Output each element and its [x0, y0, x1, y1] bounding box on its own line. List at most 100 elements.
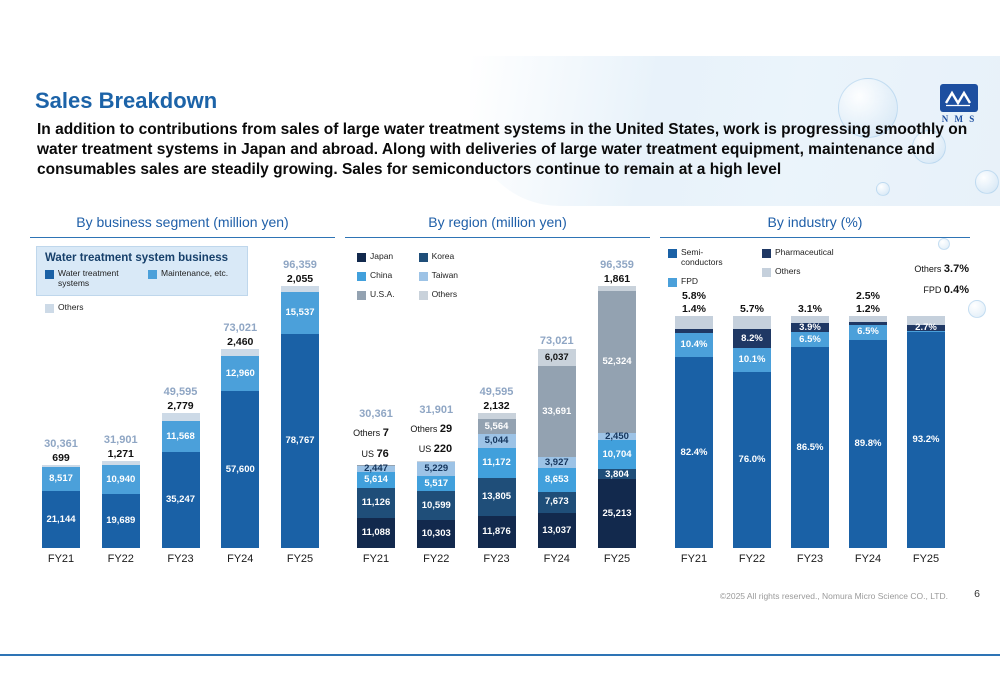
annotation-value: 7	[382, 426, 389, 439]
bar-segment-value: 6.5%	[857, 326, 879, 338]
bar-stack: 10,303 10,599 5,517 5,229	[417, 461, 456, 548]
annotation-label: FPD	[923, 285, 944, 296]
bar-segment: 19,689	[101, 494, 140, 548]
bar-column: 31,901 1,271 19,689 10,940 FY22	[101, 434, 140, 565]
legend-swatch-icon	[45, 303, 54, 313]
water-drop-decoration	[968, 300, 986, 318]
legend-swatch-icon	[148, 270, 157, 279]
bar-total-label: 30,361	[44, 438, 78, 451]
bar-segment: 78,767	[281, 333, 319, 548]
bar-column: 3.1% 86.5% 6.5% 3.9% FY23	[791, 303, 829, 565]
bar-stack: 76.0% 10.1% 8.2%	[733, 316, 771, 548]
bar-segment: 13,805	[477, 478, 516, 516]
bar-segment	[477, 413, 516, 419]
water-drop-decoration	[938, 238, 950, 250]
bar-segment: 5,229	[417, 461, 456, 477]
x-axis-label: FY25	[603, 553, 631, 565]
water-drop-decoration	[975, 170, 999, 194]
page-title: Sales Breakdown	[35, 88, 218, 113]
x-axis-label: FY23	[167, 553, 194, 565]
annotation-value: 76	[376, 447, 389, 460]
bar-segment-value: 1.4%	[682, 302, 706, 315]
bar-segment-value: 2,460	[227, 336, 254, 349]
bar-segment: 11,876	[477, 515, 516, 548]
bar-segment: 52,324	[598, 291, 636, 434]
bar-segment-value: 13,805	[481, 491, 512, 503]
bar-column: 93.2% 2.7% FY25	[907, 316, 945, 565]
bar-segment: 10,704	[598, 439, 636, 470]
bar-segment: 13,037	[537, 512, 576, 548]
bar-column: 31,901 Others 29 US 220 10,303 10,599 5,517 5,…	[410, 404, 456, 565]
bar-segment-value: 11,088	[361, 527, 391, 539]
bar-segment: 5,044	[477, 434, 516, 448]
bar-segment: 5,564	[477, 418, 516, 435]
bar-segment-value: 699	[52, 452, 70, 465]
bar-segment	[598, 285, 636, 291]
bar-segment-value: 10.1%	[738, 354, 766, 366]
water-drop-decoration	[912, 130, 946, 164]
bar-segment-value: 5.7%	[740, 302, 764, 315]
chart-by-business-segment: By business segment (million yen) Water …	[30, 210, 335, 578]
legend-swatch-icon	[418, 291, 428, 300]
legend-swatch-icon	[668, 277, 677, 287]
bar-segment-value: 78,767	[285, 435, 315, 447]
water-splash-decoration	[470, 56, 1000, 206]
bar-total-label: 96,359	[283, 258, 317, 271]
bar-segment-value: 11,568	[166, 430, 195, 442]
legend-label: Others	[775, 266, 801, 276]
bar-stack: 89.8% 6.5%	[849, 316, 887, 548]
legend-label: FPD	[681, 275, 698, 286]
bar-segment-value: 82.4%	[680, 446, 708, 458]
annotation-value: 3.7%	[943, 263, 969, 276]
bar-segment-value: 15,537	[285, 306, 315, 318]
bar-segment	[791, 316, 829, 324]
x-axis-label: FY22	[738, 553, 766, 565]
legend-item: FPD	[668, 275, 738, 287]
x-axis-label: FY24	[854, 553, 882, 565]
bar-segment: 6.5%	[849, 324, 887, 340]
company-logo: N M S	[934, 84, 984, 124]
legend-item: Taiwan	[418, 270, 458, 281]
bar-segment: 5,614	[357, 472, 395, 488]
legend-item: Japan	[357, 251, 395, 262]
bar-segment	[907, 316, 945, 325]
bar-segment: 93.2%	[907, 331, 945, 548]
bar-segment-value: 1.2%	[856, 302, 880, 315]
bar-segment: 89.8%	[849, 339, 887, 548]
bar-segment-value: 2,132	[483, 400, 510, 413]
legend-item: Pharmaceutical	[762, 247, 834, 258]
chart-legend: Water treatment system business Water tre…	[36, 246, 248, 313]
bar-segment-value: 10.4%	[680, 339, 708, 351]
bar-segment: 10.4%	[675, 332, 713, 357]
bar-segment: 5,517	[417, 476, 456, 492]
bar-segment	[675, 329, 713, 333]
legend-item: Others	[762, 266, 832, 277]
bar-segment-value: 35,247	[165, 494, 196, 506]
bar-segment-value: 12,960	[225, 367, 255, 379]
bar-segment: 11,568	[161, 420, 200, 453]
bar-column: 30,361 699 21,144 8,517 FY21	[42, 438, 80, 565]
x-axis-label: FY25	[912, 553, 940, 565]
legend-swatch-icon	[762, 268, 771, 277]
bar-segment: 15,537	[281, 291, 319, 334]
legend-label: U.S.A.	[370, 289, 395, 299]
bar-segment-value: 93.2%	[912, 434, 940, 446]
legend-label: Others	[58, 301, 84, 312]
legend-item: Semi-conductors	[668, 247, 738, 268]
chart-plot: 5.8% 1.4% 82.4% 10.4% FY21 5.7% 76.0% 10.1% 8.2%…	[675, 263, 969, 565]
legend-swatch-icon	[418, 253, 428, 262]
bar-total-label: 96,359	[600, 258, 634, 271]
bar-segment-value: 1,861	[603, 272, 631, 285]
nms-logo-icon	[940, 84, 978, 112]
legend-label: Pharmaceutical	[775, 247, 834, 257]
bar-segment: 6,037	[537, 349, 576, 366]
bottom-accent-line	[0, 654, 1000, 656]
bar-segment-value: 2,055	[286, 272, 314, 285]
legend-item: Korea	[418, 251, 458, 262]
bar-segment: 25,213	[598, 479, 636, 548]
bar-segment-value: 10,704	[602, 448, 632, 460]
legend-label: Others	[431, 289, 458, 299]
legend-item: Water treatment systems	[45, 268, 136, 289]
bar-segment-value: 3,804	[605, 468, 629, 480]
legend-label: Maintenance, etc.	[161, 268, 229, 278]
